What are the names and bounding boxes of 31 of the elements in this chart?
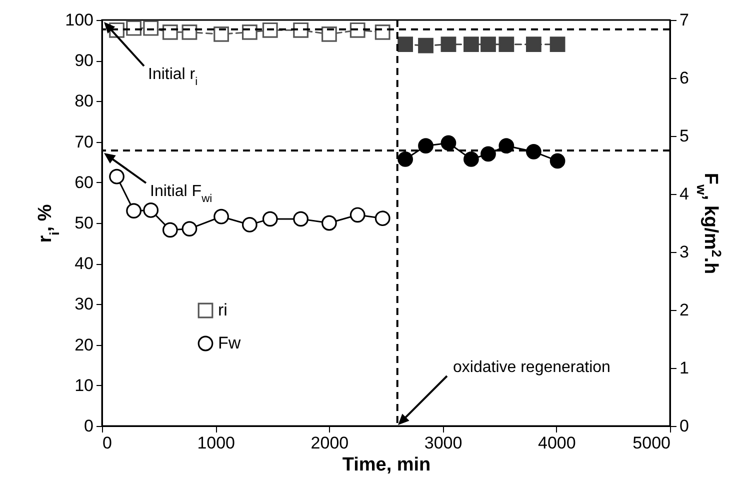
x-tick-label: 0: [102, 434, 112, 452]
legend-label: ri: [218, 300, 228, 320]
y-tick-label: 20: [74, 335, 94, 354]
y-tick-label: 60: [74, 172, 94, 192]
annotation: oxidative regeneration: [453, 359, 610, 376]
y2-tick-label: 2: [680, 300, 689, 320]
y-tick-label: 90: [74, 51, 94, 70]
y-tick-label: 0: [84, 416, 94, 436]
annotation: Initial F$_{wi}$: [150, 183, 212, 205]
x-axis-title: Time, min: [342, 454, 431, 476]
y2-tick-label: 3: [680, 242, 689, 262]
y-tick-label: 40: [74, 254, 94, 274]
x-tick-label: 5000: [632, 434, 670, 452]
y-tick-label: 30: [74, 294, 94, 314]
legend-label: Fw: [218, 334, 242, 352]
x-tick-label: 1000: [197, 434, 236, 452]
annotation: Initial r$_{i}$: [148, 66, 198, 88]
y-tick-label: 10: [74, 376, 94, 395]
y2-tick-label: 1: [680, 358, 689, 378]
y-tick-label: 50: [74, 214, 94, 232]
y-tick-label: 100: [65, 10, 94, 30]
y2-tick-label: 4: [680, 184, 689, 204]
y2-tick-label: 6: [680, 68, 689, 88]
y2-tick-label: 5: [680, 126, 689, 146]
y2-tick-label: 0: [680, 416, 689, 436]
y-tick-label: 70: [74, 132, 94, 152]
y-tick-label: 80: [74, 92, 94, 111]
x-tick-label: 2000: [310, 434, 349, 452]
y2-tick-label: 7: [680, 10, 689, 30]
x-tick-label: 4000: [538, 434, 576, 452]
x-tick-label: 3000: [424, 434, 462, 452]
